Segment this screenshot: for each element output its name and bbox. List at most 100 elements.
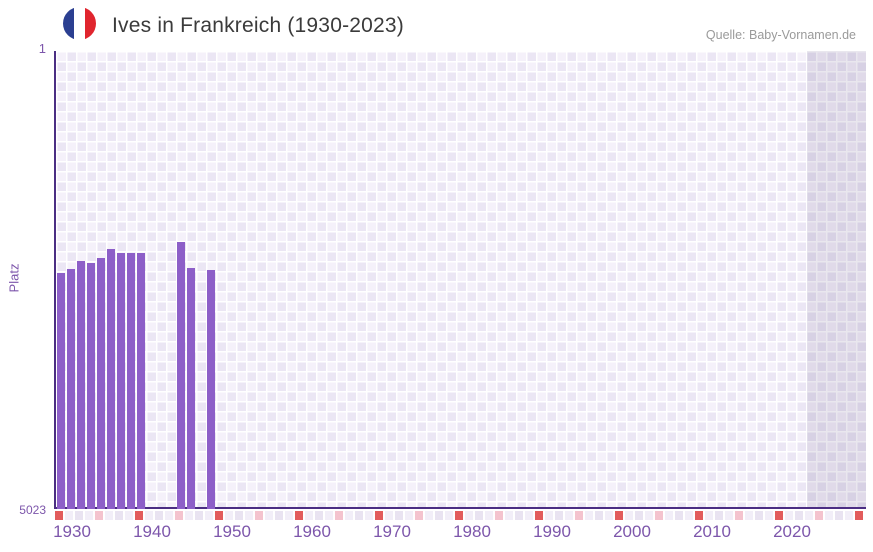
- strip-cell-plain: [155, 511, 163, 520]
- strip-cell-plain: [515, 511, 523, 520]
- x-axis-line: [54, 507, 866, 509]
- strip-cell-plain: [715, 511, 723, 520]
- bar-1942[interactable]: [177, 241, 185, 509]
- strip-cell-plain: [635, 511, 643, 520]
- strip-cell-plain: [365, 511, 373, 520]
- x-tick-1970: 1970: [373, 522, 411, 541]
- strip-cell-plain: [785, 511, 793, 520]
- strip-cell-plain: [835, 511, 843, 520]
- x-tick-1980: 1980: [453, 522, 491, 541]
- strip-cell-plain: [665, 511, 673, 520]
- strip-cell-mid-decade: [815, 511, 823, 520]
- strip-cell-mid-decade: [415, 511, 423, 520]
- strip-cell-plain: [405, 511, 413, 520]
- strip-cell-plain: [685, 511, 693, 520]
- strip-cell-plain: [385, 511, 393, 520]
- strip-cell-mid-decade: [735, 511, 743, 520]
- x-tick-1940: 1940: [133, 522, 171, 541]
- chart-title: Ives in Frankreich (1930-2023): [112, 14, 404, 37]
- x-tick-1950: 1950: [213, 522, 251, 541]
- y-axis-line: [54, 51, 56, 509]
- strip-cell-decade: [215, 511, 223, 520]
- bar-1932[interactable]: [77, 260, 85, 509]
- strip-cell-plain: [585, 511, 593, 520]
- strip-cell-mid-decade: [495, 511, 503, 520]
- x-tick-1930: 1930: [53, 522, 91, 541]
- strip-cell-decade: [535, 511, 543, 520]
- strip-cell-plain: [85, 511, 93, 520]
- strip-cell-plain: [745, 511, 753, 520]
- strip-cell-plain: [115, 511, 123, 520]
- strip-cell-decade: [855, 511, 863, 520]
- strip-cell-plain: [305, 511, 313, 520]
- strip-cell-plain: [595, 511, 603, 520]
- bar-1933[interactable]: [87, 263, 95, 509]
- strip-cell-plain: [705, 511, 713, 520]
- bar-1937[interactable]: [127, 252, 135, 509]
- bar-1938[interactable]: [137, 252, 145, 509]
- x-tick-2000: 2000: [613, 522, 651, 541]
- y-axis-title: Platz: [6, 263, 22, 293]
- strip-cell-plain: [465, 511, 473, 520]
- france-flag-circle-icon: [63, 7, 96, 40]
- strip-cell-plain: [105, 511, 113, 520]
- strip-cell-plain: [825, 511, 833, 520]
- x-tick-1990: 1990: [533, 522, 571, 541]
- flag-blue-stripe: [63, 7, 74, 40]
- strip-cell-plain: [425, 511, 433, 520]
- strip-cell-plain: [795, 511, 803, 520]
- x-tick-2010: 2010: [693, 522, 731, 541]
- flag-red-stripe: [85, 7, 96, 40]
- recent-years-band: [807, 51, 866, 509]
- strip-cell-plain: [525, 511, 533, 520]
- strip-cell-plain: [195, 511, 203, 520]
- strip-cell-plain: [185, 511, 193, 520]
- strip-cell-plain: [235, 511, 243, 520]
- strip-cell-plain: [145, 511, 153, 520]
- strip-cell-plain: [845, 511, 853, 520]
- bar-1943[interactable]: [187, 268, 195, 509]
- strip-cell-plain: [205, 511, 213, 520]
- strip-cell-plain: [605, 511, 613, 520]
- strip-cell-plain: [315, 511, 323, 520]
- strip-cell-plain: [65, 511, 73, 520]
- strip-cell-mid-decade: [255, 511, 263, 520]
- strip-cell-decade: [135, 511, 143, 520]
- strip-cell-plain: [325, 511, 333, 520]
- strip-cell-plain: [645, 511, 653, 520]
- strip-cell-plain: [505, 511, 513, 520]
- bar-1931[interactable]: [67, 268, 75, 509]
- strip-cell-mid-decade: [575, 511, 583, 520]
- strip-cell-plain: [625, 511, 633, 520]
- strip-cell-plain: [285, 511, 293, 520]
- strip-cell-plain: [435, 511, 443, 520]
- strip-cell-plain: [75, 511, 83, 520]
- strip-cell-plain: [805, 511, 813, 520]
- strip-cell-mid-decade: [335, 511, 343, 520]
- strip-cell-plain: [675, 511, 683, 520]
- strip-cell-plain: [355, 511, 363, 520]
- bar-1945[interactable]: [207, 269, 215, 509]
- y-tick-bottom: 5023: [19, 503, 46, 517]
- bar-1930[interactable]: [57, 272, 65, 509]
- bar-1935[interactable]: [107, 248, 115, 509]
- source-credit: Quelle: Baby-Vornamen.de: [705, 28, 856, 42]
- strip-cell-decade: [615, 511, 623, 520]
- strip-cell-plain: [755, 511, 763, 520]
- bar-1934[interactable]: [97, 257, 105, 509]
- strip-cell-decade: [695, 511, 703, 520]
- strip-cell-decade: [295, 511, 303, 520]
- strip-cell-plain: [165, 511, 173, 520]
- strip-cell-plain: [265, 511, 273, 520]
- strip-cell-plain: [485, 511, 493, 520]
- x-tick-2020: 2020: [773, 522, 811, 541]
- strip-cell-plain: [475, 511, 483, 520]
- strip-cell-plain: [225, 511, 233, 520]
- strip-cell-plain: [545, 511, 553, 520]
- bar-1936[interactable]: [117, 253, 125, 509]
- strip-cell-mid-decade: [95, 511, 103, 520]
- strip-cell-mid-decade: [655, 511, 663, 520]
- y-tick-top: 1: [38, 41, 46, 56]
- strip-cell-mid-decade: [175, 511, 183, 520]
- strip-cell-plain: [445, 511, 453, 520]
